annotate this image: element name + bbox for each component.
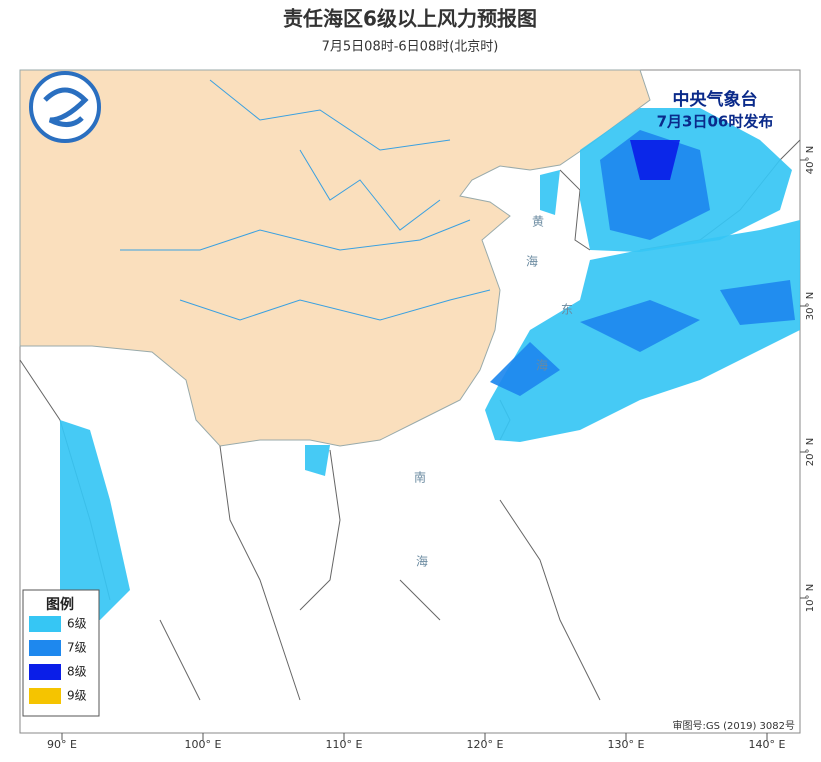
legend-swatch [29, 616, 61, 632]
legend-title: 图例 [46, 596, 74, 613]
lon-label: 90° E [47, 738, 77, 751]
map-area: 中央气象台 7月3日06时发布 审图号:GS (2019) 3082号 90° … [19, 69, 816, 751]
sea-label: 南 [414, 470, 426, 485]
legend-label: 8级 [67, 665, 87, 679]
lon-label: 110° E [326, 738, 363, 751]
sea-label: 黄 [532, 215, 544, 229]
china-land [19, 69, 651, 447]
wind-areas [60, 108, 800, 620]
legend-label: 6级 [67, 617, 87, 631]
lon-label: 140° E [749, 738, 786, 751]
sea-label: 海 [416, 554, 428, 569]
lat-label: 20° N [805, 438, 816, 466]
subtitle: 7月5日08时-6日08时(北京时) [322, 40, 499, 55]
sea-label: 东 [561, 303, 573, 317]
wind-area [600, 130, 710, 240]
legend-items: 6级 7级 8级 9级 [29, 616, 87, 704]
wind-area [60, 420, 130, 620]
rivers [120, 79, 491, 321]
legend-swatch [29, 640, 61, 656]
lon-label: 120° E [467, 738, 504, 751]
wind-area [490, 342, 560, 396]
logo [29, 71, 101, 143]
issuer-name: 中央气象台 [673, 89, 758, 110]
logo-mark [43, 87, 89, 127]
wind-area [540, 170, 560, 215]
wind-area [630, 140, 680, 180]
issuer-time: 7月3日06时发布 [657, 113, 774, 131]
wind-area [580, 300, 700, 352]
sea-label: 海 [526, 254, 538, 269]
sea-label: 海 [536, 358, 548, 373]
legend-swatch [29, 664, 61, 680]
lon-label: 100° E [185, 738, 222, 751]
legend: 图例 6级 7级 8级 9级 [22, 589, 100, 717]
legend-label: 9级 [67, 689, 87, 703]
lat-label: 10° N [805, 584, 816, 612]
lon-label: 130° E [608, 738, 645, 751]
lat-label: 40° N [805, 146, 816, 174]
legend-label: 7级 [67, 641, 87, 655]
wind-area [305, 445, 330, 476]
approval-number: 审图号:GS (2019) 3082号 [672, 719, 795, 732]
title: 责任海区6级以上风力预报图 [283, 7, 537, 31]
lat-label: 30° N [805, 292, 816, 320]
wind-area [720, 280, 795, 325]
legend-swatch [29, 688, 61, 704]
